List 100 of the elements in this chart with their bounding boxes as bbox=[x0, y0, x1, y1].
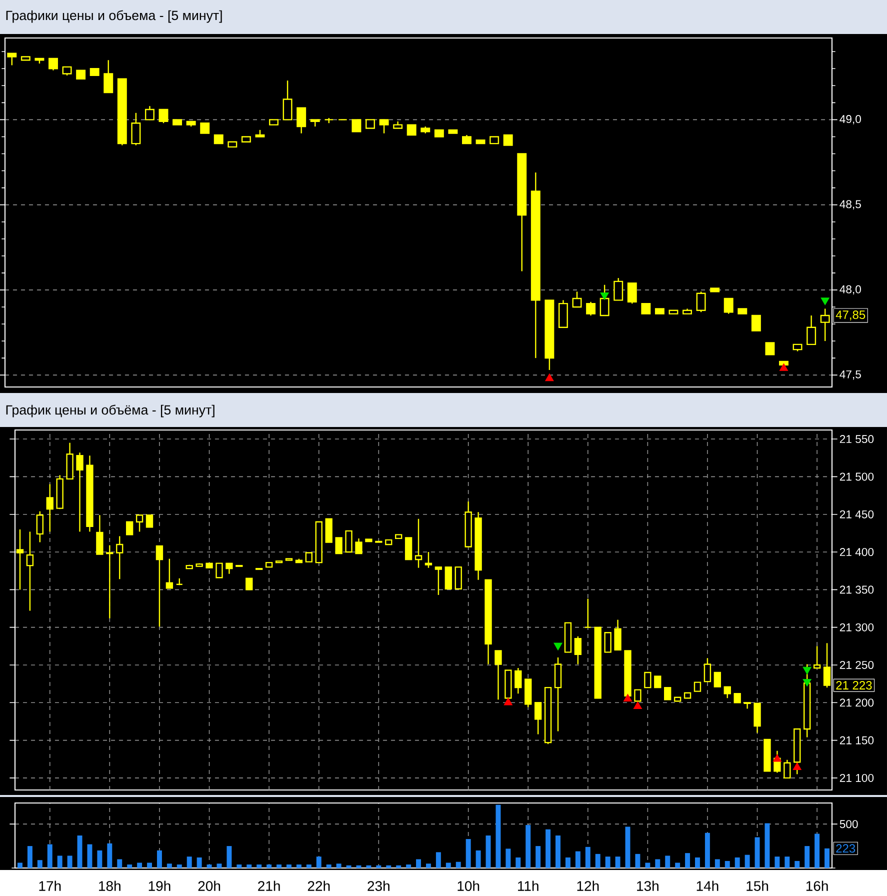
bar bbox=[166, 864, 172, 868]
candlestick bbox=[166, 558, 174, 589]
candlestick bbox=[534, 702, 542, 735]
bar bbox=[635, 854, 640, 868]
candlestick bbox=[200, 122, 210, 134]
candlestick bbox=[241, 136, 251, 142]
candlestick bbox=[738, 308, 748, 314]
bar bbox=[97, 850, 102, 868]
candlestick bbox=[146, 514, 154, 528]
bar bbox=[276, 864, 282, 868]
candlestick bbox=[106, 544, 114, 619]
candlestick bbox=[714, 672, 722, 688]
bar bbox=[506, 848, 511, 868]
bar bbox=[346, 865, 352, 868]
bar bbox=[47, 844, 52, 868]
y-tick-label: 21 250 bbox=[840, 660, 874, 669]
candlestick bbox=[694, 682, 702, 692]
bar bbox=[87, 844, 92, 868]
x-tick-label: 15h bbox=[746, 880, 768, 891]
bar bbox=[575, 851, 580, 868]
candlestick bbox=[355, 538, 362, 554]
bar bbox=[565, 857, 570, 868]
bar bbox=[176, 864, 182, 868]
bar bbox=[416, 859, 422, 868]
bar bbox=[27, 846, 32, 868]
bar bbox=[286, 864, 292, 868]
candlestick bbox=[385, 539, 392, 546]
y-tick-label: 21 150 bbox=[840, 736, 874, 744]
chart-title: Графики цены и объема - [5 минут] bbox=[6, 10, 222, 23]
candlestick bbox=[90, 68, 100, 76]
candlestick bbox=[136, 514, 144, 532]
candlestick bbox=[494, 650, 502, 700]
candlestick bbox=[246, 578, 253, 590]
candlestick bbox=[296, 107, 306, 134]
candlestick bbox=[144, 105, 154, 120]
bar bbox=[655, 859, 660, 868]
candlestick bbox=[476, 140, 486, 144]
candlestick bbox=[404, 537, 412, 560]
text: 223 bbox=[836, 844, 856, 853]
candlestick bbox=[76, 70, 86, 80]
y-tick-label: 48,0 bbox=[840, 285, 861, 295]
candlestick bbox=[46, 484, 54, 532]
y-tick-label: 21 100 bbox=[840, 774, 874, 782]
candlestick bbox=[490, 136, 500, 144]
bar bbox=[436, 852, 441, 868]
candlestick bbox=[335, 537, 342, 554]
candlestick bbox=[285, 558, 293, 561]
candlestick bbox=[684, 692, 692, 699]
candlestick bbox=[275, 560, 283, 564]
bar bbox=[685, 853, 690, 868]
candlestick bbox=[754, 702, 761, 734]
bar bbox=[127, 864, 132, 868]
bar bbox=[704, 832, 710, 868]
bar bbox=[107, 843, 112, 868]
candlestick bbox=[216, 562, 223, 578]
candlestick bbox=[282, 80, 292, 120]
y-tick-label: 49,0 bbox=[840, 115, 861, 124]
x-tick-label: 14h bbox=[696, 880, 718, 891]
candlestick bbox=[454, 566, 462, 590]
candlestick bbox=[764, 738, 771, 772]
x-tick-label: 16h bbox=[806, 880, 828, 891]
bar bbox=[426, 864, 431, 868]
bar bbox=[546, 829, 551, 868]
y-tick-label: 21 300 bbox=[840, 623, 874, 632]
bar bbox=[396, 865, 402, 868]
bar bbox=[605, 856, 610, 868]
bar bbox=[516, 857, 521, 868]
bar bbox=[526, 824, 531, 868]
candlestick bbox=[20, 56, 30, 61]
bar bbox=[774, 856, 780, 868]
bar bbox=[77, 835, 82, 868]
bar bbox=[496, 804, 501, 868]
bar bbox=[316, 856, 322, 868]
candlestick bbox=[315, 521, 322, 564]
candlestick bbox=[305, 552, 313, 562]
bar bbox=[476, 850, 481, 868]
y-tick-label: 500 bbox=[840, 820, 858, 828]
bar bbox=[326, 864, 332, 868]
bar bbox=[456, 862, 461, 868]
y-tick-label: 21 450 bbox=[840, 510, 874, 518]
candlestick bbox=[48, 58, 58, 71]
bar bbox=[226, 846, 232, 868]
bar bbox=[824, 848, 830, 868]
candlestick bbox=[644, 672, 652, 688]
bar bbox=[336, 864, 342, 868]
candlestick bbox=[96, 514, 104, 555]
y-tick-label: 21 350 bbox=[840, 586, 874, 594]
bar bbox=[814, 834, 820, 868]
candlestick bbox=[265, 562, 273, 568]
candlestick bbox=[474, 511, 482, 580]
x-tick-label: 20h bbox=[198, 880, 220, 891]
candlestick bbox=[76, 452, 84, 532]
bar bbox=[486, 835, 491, 868]
candlestick bbox=[641, 302, 651, 314]
x-tick-label: 18h bbox=[99, 880, 120, 891]
bar bbox=[216, 864, 222, 868]
candlestick bbox=[325, 518, 332, 543]
candlestick bbox=[544, 300, 554, 371]
candlestick bbox=[366, 119, 375, 129]
bar bbox=[595, 854, 600, 868]
